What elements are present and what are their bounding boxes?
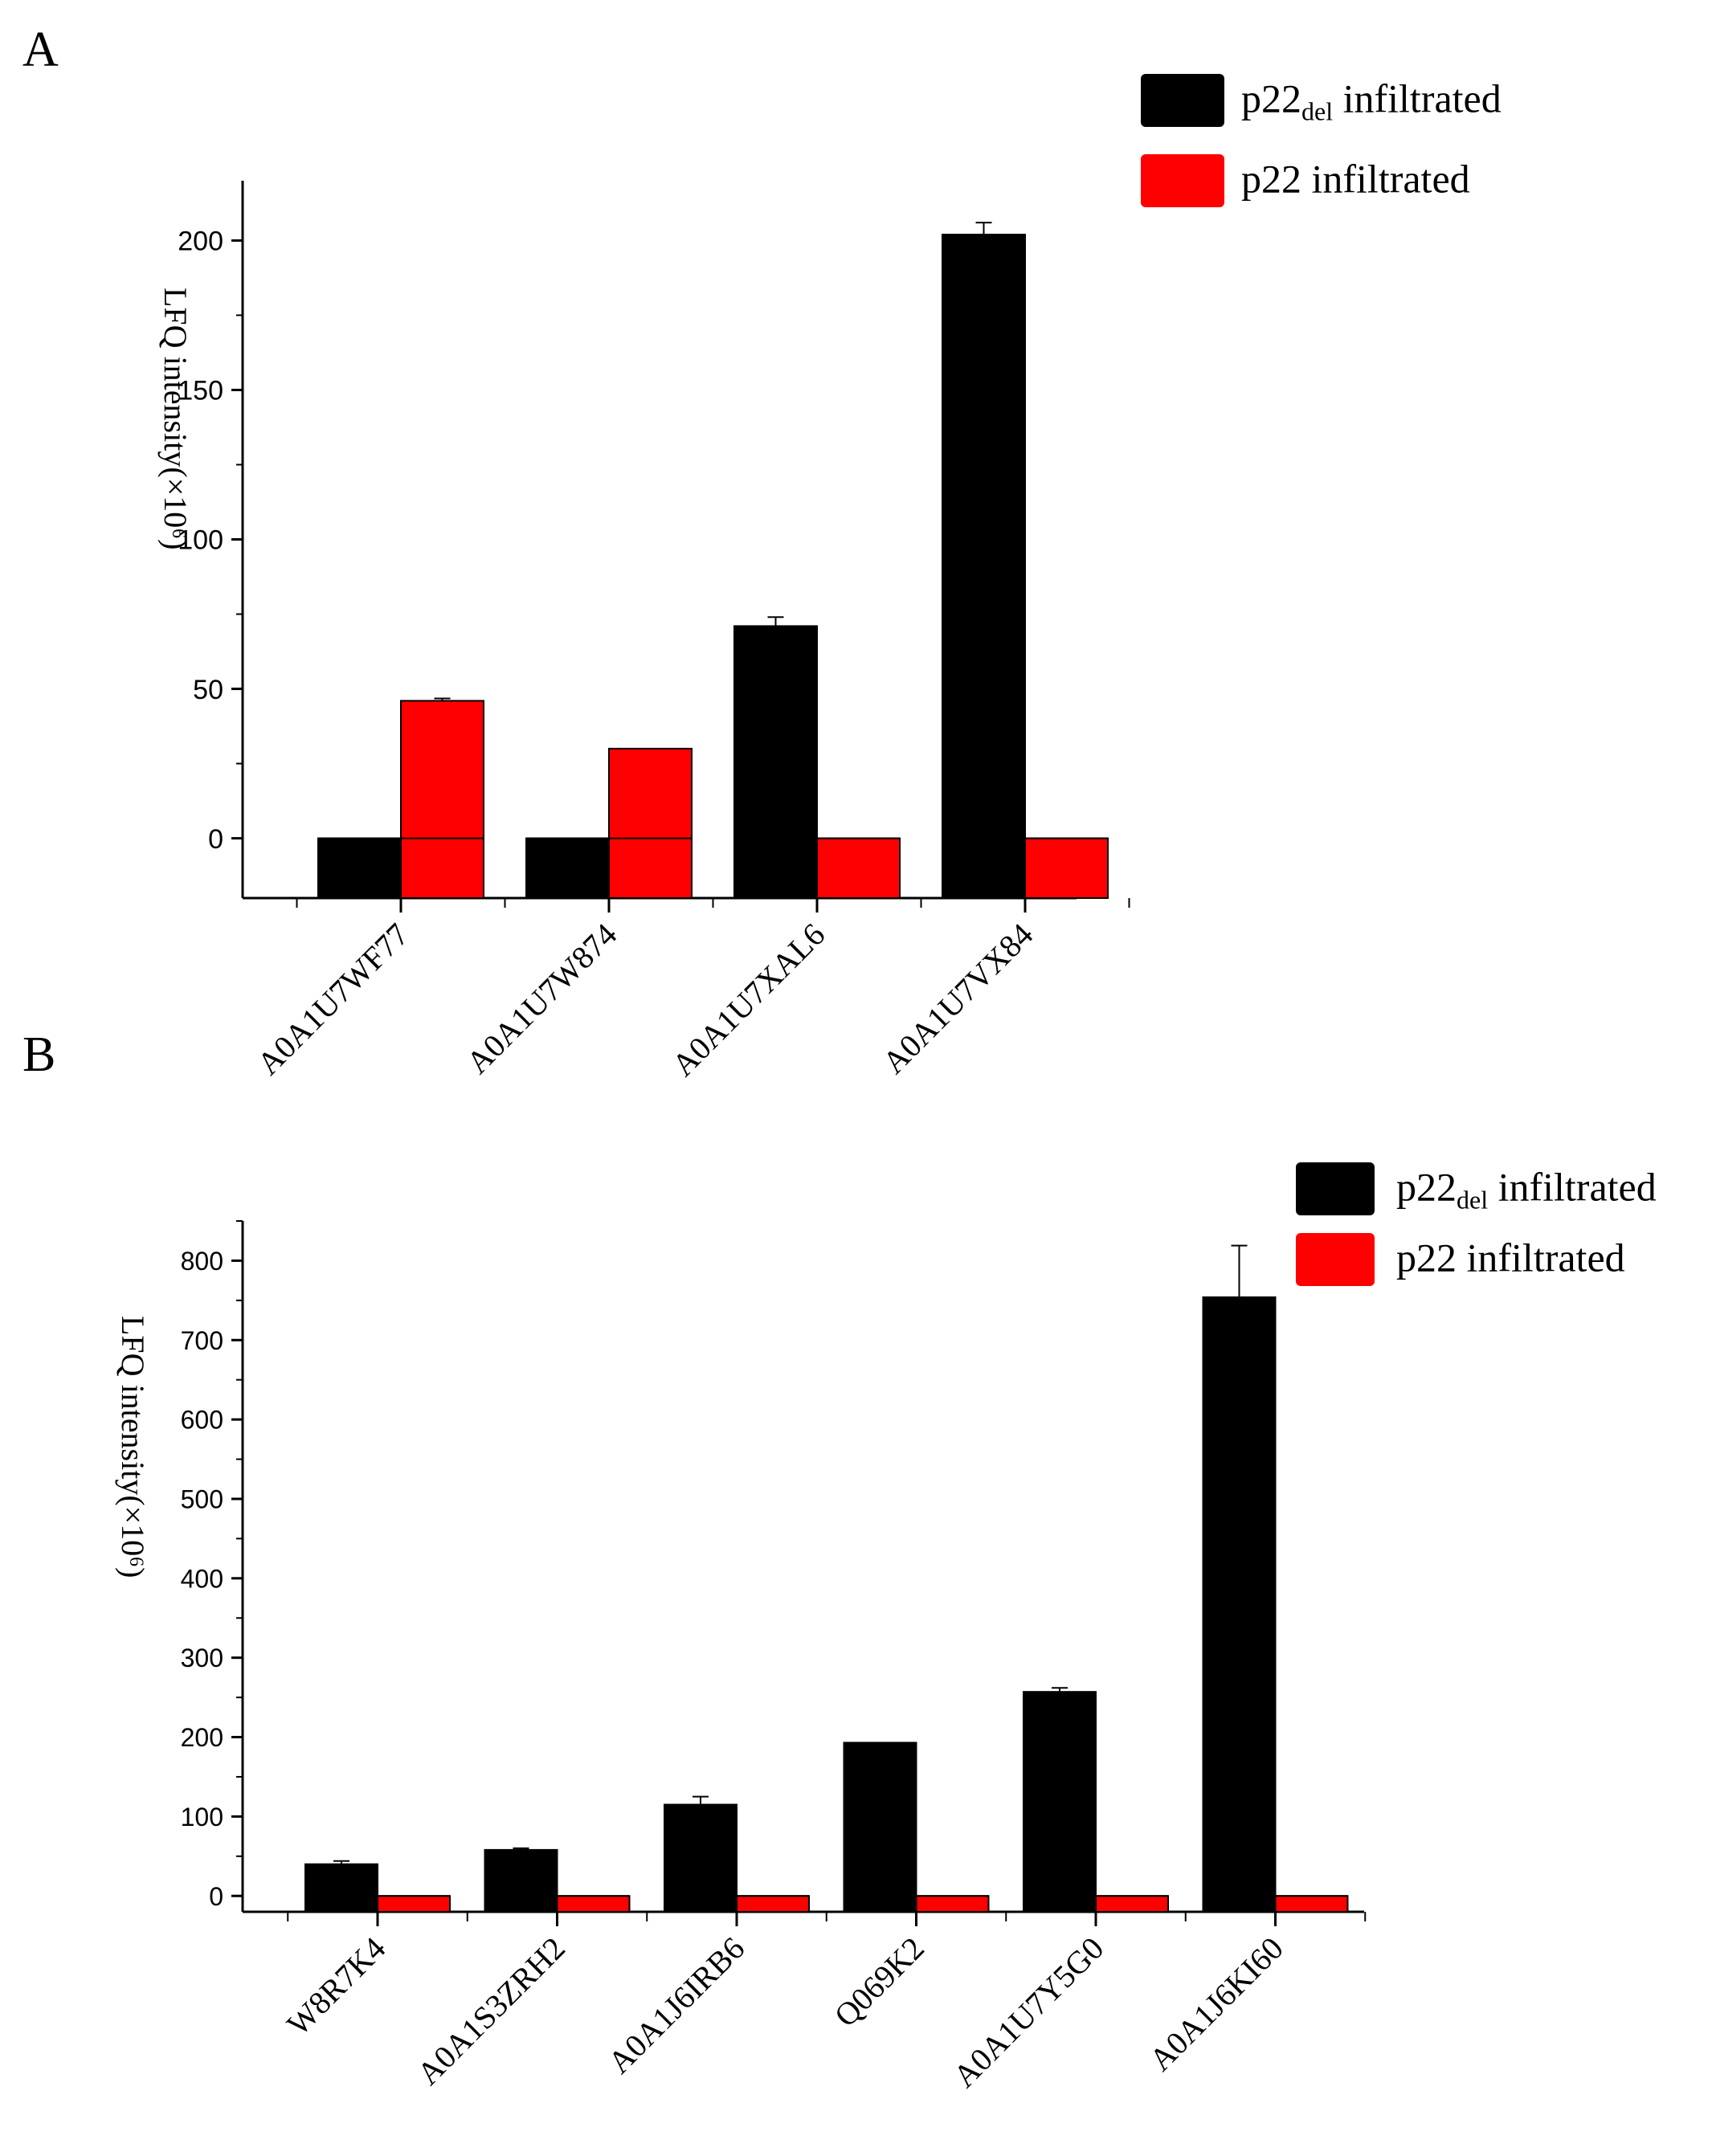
x-tick-label: A0A1U7VX84 [876,917,1040,1081]
legend-swatch [1296,1233,1375,1286]
bar-p22del-A0A1J6IRB6 [664,1803,738,1913]
y-tick-label: 500 [181,1484,223,1513]
bar-p22del-A0A1U7W874 [525,837,610,900]
x-tick-label: Q069K2 [827,1930,931,2034]
y-tick-label: 800 [181,1247,223,1276]
bar-p22-A0A1J6IRB6 [736,1895,810,1913]
bar-p22-A0A1U7XAL6 [816,837,901,900]
bar-p22-A0A1J6KI60 [1274,1895,1349,1913]
bar-p22-A0A1S3ZRH2 [556,1895,631,1913]
bar-p22del-A0A1U7Y5G0 [1023,1691,1097,1913]
legend-swatch [1141,74,1224,127]
panel-label: A [22,22,59,77]
x-tick-label: A0A1J6KI60 [1142,1930,1290,2078]
legend: p22del infiltrated p22 infiltrated [1296,1162,1657,1286]
y-tick-label: 200 [181,1723,223,1752]
x-tick-label: A0A1U7W874 [460,917,624,1081]
y-axis-label: LFQ intensity(×10⁶) [157,288,194,549]
legend-swatch [1141,154,1224,207]
y-tick-label: 200 [178,227,223,257]
x-tick-label: W8R7K4 [280,1930,392,2043]
bar-p22del-A0A1S3ZRH2 [484,1848,558,1913]
bar-p22del-W8R7K4 [304,1863,378,1913]
legend-label: p22del infiltrated [1241,76,1502,126]
y-tick-label: 150 [178,376,223,406]
legend-label: p22 infiltrated [1396,1235,1625,1280]
bar-p22del-A0A1U7XAL6 [733,625,818,899]
y-tick-label: 0 [208,824,223,855]
bar-p22del-Q069K2 [843,1742,917,1913]
y-tick-label: 300 [181,1644,223,1672]
y-tick-label: 50 [193,675,223,705]
x-tick-label: A0A1U7XAL6 [665,917,832,1084]
y-tick-label: 100 [178,525,223,556]
legend-label: p22del infiltrated [1396,1165,1657,1215]
bar-p22-A0A1U7W874 [608,747,693,899]
x-tick-label: A0A1U7WF77 [250,917,415,1082]
x-tick-label: A0A1U7Y5G0 [946,1930,1111,2095]
y-tick-label: 0 [209,1882,223,1911]
y-axis-label: LFQ intensity(×10⁶) [115,1316,151,1578]
y-tick-label: 700 [181,1326,223,1355]
panel-label: B [22,1027,55,1082]
bar-p22-W8R7K4 [377,1895,451,1913]
bar-p22del-A0A1U7WF77 [317,837,402,900]
bar-p22-A0A1U7Y5G0 [1095,1895,1169,1913]
bar-p22del-A0A1U7VX84 [942,233,1026,900]
legend-swatch [1296,1162,1375,1215]
bar-p22-A0A1U7WF77 [400,700,484,899]
bar-p22-Q069K2 [915,1895,990,1913]
chart-panel-B: B 0 100 200 300 400 500 600 700 800 LFQ intensity(… [22,1027,1657,2094]
bar-p22del-A0A1J6KI60 [1202,1296,1277,1913]
legend: p22del infiltrated p22 infiltrated [1141,74,1502,207]
x-tick-label: A0A1J6IRB6 [601,1930,751,2080]
bar-p22-A0A1U7VX84 [1024,837,1109,900]
y-tick-label: 100 [181,1803,223,1831]
y-tick-label: 400 [181,1564,223,1593]
legend-label: p22 infiltrated [1241,157,1470,202]
chart-panel-A: A 0 50 100 150 200 LFQ intensity(×10⁶) A0A1U7WF… [22,22,1502,1083]
y-tick-label: 600 [181,1406,223,1435]
x-tick-label: A0A1S3ZRH2 [410,1930,572,2093]
